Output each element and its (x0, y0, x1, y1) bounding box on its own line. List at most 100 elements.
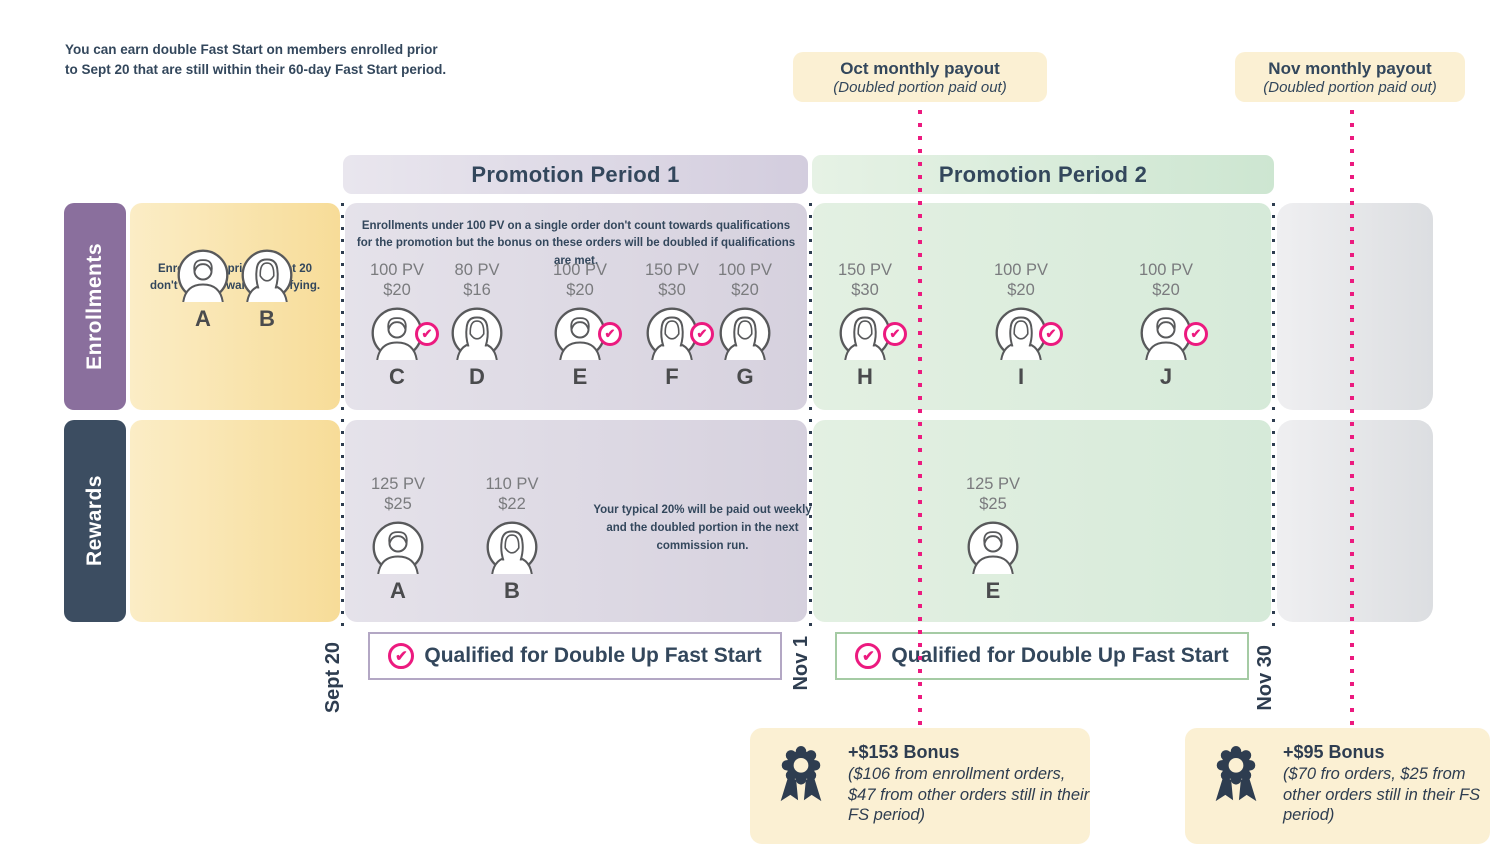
qualified-check-icon: ✔ (388, 643, 415, 669)
enrollee-D: 80 PV$16 ✔ D (437, 261, 517, 390)
date-sept-20: Sept 20 (318, 632, 348, 724)
nov-30-dotted-line (1272, 203, 1275, 635)
check-icon: ✔ (1039, 322, 1063, 346)
sept-20-dotted-line (341, 203, 344, 635)
weekly-payout-note: Your typical 20% will be paid out weekly… (593, 504, 812, 552)
avatar: ✔ (838, 306, 907, 360)
nov-payout-subtitle: (Doubled portion paid out) (1263, 79, 1437, 96)
male-avatar-icon (966, 520, 1020, 574)
reward-letter: A (390, 578, 406, 603)
oct-payout-title: Oct monthly payout (840, 59, 1000, 78)
oct-payout-dotted-line (918, 110, 922, 725)
male-avatar-icon (371, 520, 425, 574)
qualified-label: Qualified for Double Up Fast Start (424, 644, 762, 667)
nov-1-dotted-line (809, 203, 812, 635)
order-value: 150 PV $30 (837, 261, 893, 299)
bonus-amount: +$95 Bonus (1283, 742, 1385, 762)
rewards-period2-band: 125 PV$25 ✔ E (813, 420, 1271, 622)
rewards-period1-band: 125 PV$25 ✔ A 110 PV$22 ✔ B Your typical… (345, 420, 812, 622)
order-value: 125 PV $25 (370, 475, 426, 513)
avatar: ✔ (645, 306, 714, 360)
order-value: 100 PV $20 (993, 261, 1049, 299)
avatar: ✔ (485, 520, 539, 574)
avatar: ✔ (553, 306, 622, 360)
reward-E: 125 PV$25 ✔ E (953, 475, 1033, 604)
male-avatar-icon (176, 248, 230, 302)
avatar: ✔ (370, 306, 439, 360)
enrollee-letter: G (736, 364, 754, 389)
date-nov-1-text: Nov 1 (789, 635, 812, 691)
qualified-label: Qualified for Double Up Fast Start (891, 644, 1229, 667)
promotion-period-1-label: Promotion Period 1 (471, 161, 680, 187)
enrollments-post-period-band (1277, 203, 1433, 410)
order-value: 100 PV $20 (369, 261, 425, 299)
order-value: 100 PV $20 (1138, 261, 1194, 299)
enrollee-J: 100 PV $20 ✔ J (1126, 261, 1208, 390)
female-avatar-icon (240, 248, 294, 302)
enrollee-letter: I (1017, 364, 1025, 389)
enrollee-B: ✔ B (227, 203, 307, 332)
period1-qualification-note: Enrollments under 100 PV on a single ord… (356, 220, 796, 267)
order-value: 80 PV $16 (454, 261, 500, 299)
avatar: ✔ (450, 306, 504, 360)
female-avatar-icon (450, 306, 504, 360)
bonus-amount: +$153 Bonus (848, 742, 960, 762)
nov-payout-title: Nov monthly payout (1268, 59, 1432, 78)
rewards-pre-sept20-band (130, 420, 340, 622)
oct-payout-subtitle: (Doubled portion paid out) (833, 79, 1007, 96)
promotion-period-1-header: Promotion Period 1 (343, 155, 808, 194)
reward-letter: B (504, 578, 520, 603)
qualified-box-period1: ✔ Qualified for Double Up Fast Start (368, 632, 782, 680)
enrollee-letter: C (389, 364, 405, 389)
order-value: 150 PV $30 (644, 261, 700, 299)
order-value: 100 PV $20 (552, 261, 608, 299)
enrollee-F: 150 PV $30 ✔ F (632, 261, 714, 390)
date-nov-1: Nov 1 (786, 632, 816, 694)
enrollee-letter: J (1159, 364, 1173, 389)
enrollee-letter: A (195, 306, 211, 331)
female-avatar-icon (718, 306, 772, 360)
enrollee-I: 100 PV $20 ✔ I (981, 261, 1063, 390)
enrollee-letter: D (469, 364, 485, 389)
check-icon: ✔ (415, 322, 439, 346)
enrollee-letter: B (259, 306, 275, 331)
enrollments-period1-band: Enrollments under 100 PV on a single ord… (345, 203, 807, 410)
female-avatar-icon (485, 520, 539, 574)
nov-bonus-callout: +$95 Bonus ($70 fro orders, $25 from oth… (1185, 728, 1490, 844)
check-icon: ✔ (690, 322, 714, 346)
enrollee-E: 100 PV $20 ✔ E (540, 261, 622, 390)
enrollee-letter: E (572, 364, 588, 389)
qualified-check-icon: ✔ (855, 643, 882, 669)
enrollments-pre-sept20-band: Enrollments prior to Sept 20 don't count… (130, 203, 340, 410)
check-icon: ✔ (883, 322, 907, 346)
reward-letter: E (985, 578, 1001, 603)
intro-text: You can earn double Fast Start on member… (65, 42, 447, 78)
reward-A: 125 PV$25 ✔ A (358, 475, 438, 604)
qualified-box-period2: ✔ Qualified for Double Up Fast Start (835, 632, 1249, 680)
oct-payout-callout: Oct monthly payout (Doubled portion paid… (793, 52, 1047, 102)
bonus-detail: ($106 from enrollment orders, $47 from o… (848, 765, 1090, 825)
bonus-detail: ($70 fro orders, $25 from other orders s… (1283, 765, 1481, 825)
award-ribbon-icon (780, 746, 822, 802)
avatar: ✔ (371, 520, 425, 574)
award-ribbon-icon (1215, 746, 1257, 802)
enrollments-row-text: Enrollments (83, 243, 106, 370)
avatar: ✔ (176, 248, 230, 302)
enrollee-H: 150 PV $30 ✔ H (825, 261, 907, 390)
enrollments-period2-band: 150 PV $30 ✔ H 100 PV $20 ✔ I 100 PV $20 ✔ (813, 203, 1271, 410)
rewards-row-label: Rewards (64, 420, 126, 622)
promotion-period-2-label: Promotion Period 2 (938, 161, 1148, 187)
avatar: ✔ (1139, 306, 1208, 360)
enrollee-C: 100 PV $20 ✔ C (357, 261, 439, 390)
enrollee-letter: F (665, 364, 679, 389)
avatar: ✔ (994, 306, 1063, 360)
date-sept-20-text: Sept 20 (321, 642, 344, 714)
rewards-row-text: Rewards (83, 475, 106, 567)
enrollee-A: ✔ A (163, 203, 243, 332)
promotion-period-2-header: Promotion Period 2 (812, 155, 1274, 194)
enrollee-G: 100 PV$20 ✔ G (705, 261, 785, 390)
check-icon: ✔ (598, 322, 622, 346)
enrollments-row-label: Enrollments (64, 203, 126, 410)
nov-payout-dotted-line (1350, 110, 1354, 725)
